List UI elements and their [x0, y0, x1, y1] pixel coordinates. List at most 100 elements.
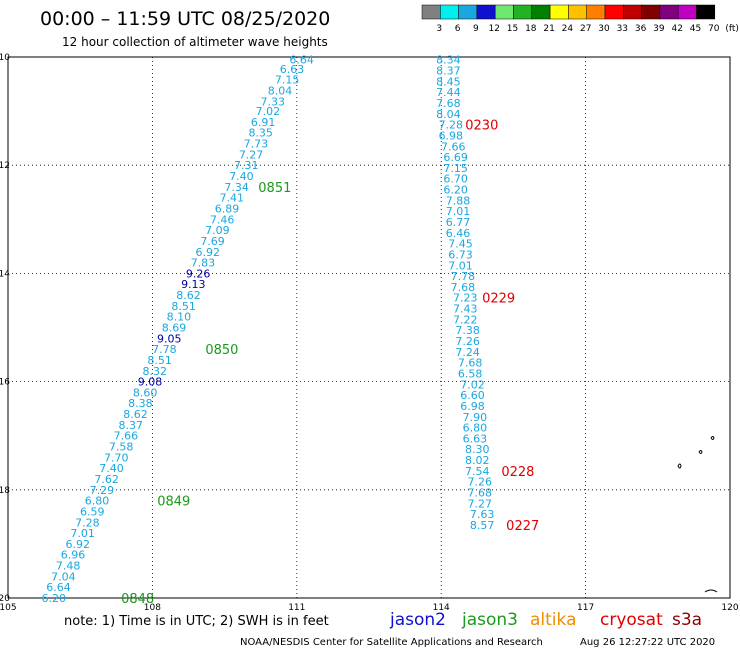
wave-height-value: 8.38 [128, 397, 153, 410]
wave-height-value: 7.68 [436, 97, 461, 110]
wave-height-value: 7.83 [191, 257, 216, 270]
wave-height-value: 8.32 [143, 365, 168, 378]
wave-height-value: 6.92 [196, 246, 221, 259]
y-tick-label: -12 [0, 161, 10, 171]
wave-height-value: 7.22 [453, 313, 478, 326]
colorbar-swatch [604, 4, 624, 20]
pass-time-label: 0849 [157, 495, 190, 510]
wave-height-value: 7.01 [446, 205, 471, 218]
page-title: 00:00 – 11:59 UTC 08/25/2020 [40, 8, 330, 30]
legend-jason2: jason2 [389, 610, 446, 630]
wave-height-value: 8.37 [436, 65, 461, 78]
legend-cryosat: cryosat [600, 610, 663, 630]
wave-height-value: 7.66 [441, 140, 466, 153]
wave-height-value: 7.29 [90, 484, 115, 497]
wave-height-value: 6.60 [460, 389, 485, 402]
wave-height-value: 6.91 [251, 116, 276, 129]
wave-height-value: 7.33 [260, 95, 285, 108]
colorbar-label: 39 [653, 24, 665, 34]
satellite-legend: jason2 jason3 altika cryosat s3a [389, 610, 702, 630]
wave-height-value: 7.46 [210, 213, 235, 226]
wave-height-value: 8.04 [268, 85, 293, 98]
wave-height-value: 8.45 [436, 75, 461, 88]
wave-height-value: 7.34 [224, 181, 249, 194]
wave-height-value: 8.37 [118, 419, 143, 432]
wave-height-value: 7.02 [256, 105, 281, 118]
x-tick-label: 111 [288, 603, 305, 613]
colorbar-label: (ft) [725, 24, 739, 34]
pass-time-label: 0228 [501, 465, 534, 480]
wave-height-value: 7.58 [109, 441, 134, 454]
colorbar-swatch [476, 4, 496, 20]
wave-height-value: 7.68 [458, 357, 483, 370]
wave-height-value: 7.68 [467, 487, 492, 500]
generated-timestamp: Aug 26 12:27:22 UTC 2020 [580, 637, 715, 648]
wave-height-value: 6.73 [448, 248, 473, 261]
wave-height-value: 7.28 [439, 119, 464, 132]
colorbar-swatch [549, 4, 569, 20]
wave-height-value: 7.38 [455, 324, 480, 337]
colorbar-swatch [494, 4, 514, 20]
wave-height-value: 8.30 [465, 443, 490, 456]
footnote: note: 1) Time is in UTC; 2) SWH is in fe… [64, 614, 329, 629]
wave-height-value: 8.34 [436, 54, 461, 67]
wave-height-value: 6.98 [460, 400, 485, 413]
wave-height-value: 7.41 [220, 192, 245, 205]
colorbar-swatch [586, 4, 606, 20]
wave-height-value: 6.96 [61, 549, 86, 562]
wave-height-value: 7.48 [56, 560, 81, 573]
wave-height-value: 7.88 [446, 194, 471, 207]
wave-height-value: 7.28 [75, 516, 100, 529]
wave-height-value: 7.43 [453, 303, 478, 316]
x-tick-label: 108 [144, 603, 161, 613]
credit-line: NOAA/NESDIS Center for Satellite Applica… [240, 637, 543, 648]
wave-height-value: 7.63 [470, 508, 495, 521]
pass-time-label: 0230 [465, 119, 498, 134]
wave-height-value: 6.80 [85, 495, 110, 508]
wave-height-value: 9.26 [186, 267, 211, 280]
y-tick-label: -14 [0, 269, 10, 279]
wave-height-value: 7.69 [200, 235, 225, 248]
y-tick-label: -10 [0, 53, 10, 63]
colorbar-swatch [531, 4, 551, 20]
grid-lines [8, 57, 730, 598]
wave-height-value: 8.57 [470, 519, 495, 532]
plot-frame [7, 56, 731, 599]
y-tick-label: -16 [0, 378, 10, 388]
wave-height-value: 6.59 [80, 505, 105, 518]
colorbar-label: 3 [436, 24, 442, 34]
wave-height-value: 6.64 [46, 581, 71, 594]
wave-height-value: 8.35 [248, 127, 273, 140]
colorbar-label: 33 [617, 24, 628, 34]
x-tick-label: 120 [721, 603, 738, 613]
pass-time-label: 0851 [258, 181, 291, 196]
wave-height-value: 6.70 [443, 173, 468, 186]
wave-height-value: 7.02 [460, 378, 485, 391]
wave-height-value: 6.46 [446, 227, 471, 240]
wave-height-value: 7.26 [455, 335, 480, 348]
colorbar-label: 21 [543, 24, 554, 34]
wave-height-value: 7.78 [152, 343, 177, 356]
wave-height-value: 6.63 [463, 432, 488, 445]
pass-time-label: 0227 [506, 519, 539, 534]
wave-height-value: 8.10 [167, 311, 192, 324]
wave-height-value: 7.40 [99, 462, 124, 475]
colorbar-swatch [568, 4, 587, 20]
wave-height-value: 7.09 [205, 224, 230, 237]
wave-height-value: 7.27 [467, 497, 492, 510]
wave-height-value: 7.15 [443, 162, 468, 175]
pass-time-label: 0850 [205, 343, 238, 358]
wave-height-value: 6.92 [66, 538, 91, 551]
wave-height-value: 7.23 [453, 292, 478, 305]
wave-height-value: 7.54 [465, 465, 490, 478]
x-tick-label: 105 [0, 603, 17, 613]
islands [677, 436, 718, 593]
legend-jason3: jason3 [461, 610, 518, 630]
wave-height-value: 9.13 [181, 278, 206, 291]
wave-height-value: 8.51 [171, 300, 196, 313]
page-subtitle: 12 hour collection of altimeter wave hei… [62, 35, 328, 49]
wave-height-value: 6.58 [458, 367, 483, 380]
wave-height-value: 6.20 [443, 184, 468, 197]
x-tick-label: 114 [433, 603, 450, 613]
wave-height-value: 8.02 [465, 454, 490, 467]
